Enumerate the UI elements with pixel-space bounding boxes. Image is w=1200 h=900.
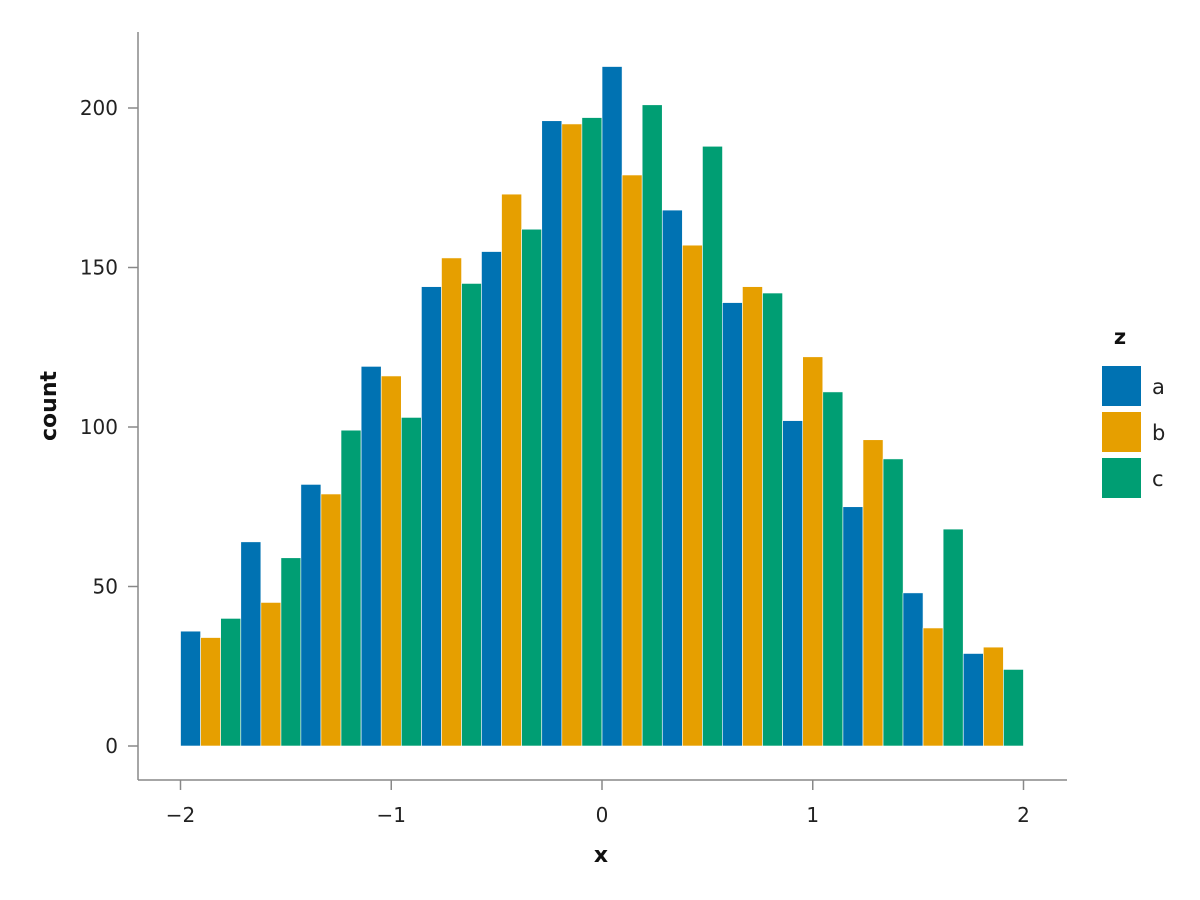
x-tick-label: 0 — [596, 803, 609, 827]
y-ticks-group: 0 50 100 150 200 — [80, 96, 138, 758]
legend-label-b: b — [1152, 421, 1165, 445]
bar-b-bin-10 — [802, 356, 824, 747]
bar-c-bin-8 — [702, 145, 723, 747]
bar-b-bin-7 — [621, 174, 643, 747]
bar-c-bin-2 — [340, 429, 362, 747]
bar-c-bin-1 — [280, 557, 302, 747]
x-tick-label: −1 — [377, 803, 406, 827]
bar-c-bin-9 — [762, 292, 783, 747]
legend-label-a: a — [1152, 375, 1165, 399]
y-tick-label: 0 — [105, 734, 118, 758]
bar-a-bin-13 — [962, 653, 984, 747]
x-axis-title: x — [594, 843, 608, 868]
bar-b-bin-5 — [501, 193, 522, 747]
bar-c-bin-11 — [882, 458, 904, 747]
bar-c-bin-10 — [822, 391, 844, 747]
bar-c-bin-5 — [521, 228, 542, 747]
bar-b-bin-2 — [320, 493, 342, 747]
bar-c-bin-7 — [641, 104, 663, 747]
bars-group — [180, 66, 1024, 747]
bar-a-bin-8 — [662, 209, 683, 747]
bar-b-bin-13 — [983, 646, 1004, 747]
x-ticks-group: −2 −1 0 1 2 — [166, 780, 1030, 827]
x-tick-label: 1 — [806, 803, 819, 827]
bar-a-bin-11 — [842, 506, 864, 747]
legend-swatch-b — [1102, 412, 1141, 452]
x-tick-label: −2 — [166, 803, 195, 827]
y-tick-label: 100 — [80, 415, 118, 439]
bar-a-bin-10 — [782, 420, 804, 747]
bar-b-bin-1 — [260, 602, 282, 747]
x-tick-label: 2 — [1017, 803, 1030, 827]
bar-a-bin-3 — [360, 366, 382, 747]
legend-label-c: c — [1152, 467, 1164, 491]
bar-a-bin-0 — [180, 630, 201, 747]
y-axis-title: count — [37, 371, 62, 441]
bar-a-bin-1 — [240, 541, 262, 747]
bar-a-bin-7 — [601, 66, 623, 747]
bar-a-bin-6 — [541, 120, 563, 747]
bar-a-bin-9 — [722, 302, 743, 747]
bar-b-bin-4 — [441, 257, 462, 747]
bar-a-bin-12 — [902, 592, 924, 747]
legend-swatch-a — [1102, 366, 1141, 406]
legend-swatch-c — [1102, 458, 1141, 498]
bar-c-bin-13 — [1003, 669, 1024, 747]
bar-c-bin-3 — [400, 417, 422, 747]
legend-title: z — [1114, 325, 1126, 349]
y-tick-label: 200 — [80, 96, 118, 120]
bar-a-bin-4 — [421, 286, 442, 747]
bar-a-bin-2 — [300, 484, 322, 747]
bar-c-bin-12 — [942, 528, 964, 747]
y-tick-label: 150 — [80, 256, 118, 280]
bar-b-bin-6 — [561, 123, 583, 747]
bar-a-bin-5 — [481, 251, 502, 747]
bar-c-bin-0 — [220, 618, 242, 747]
bar-c-bin-4 — [461, 283, 482, 747]
bar-c-bin-6 — [581, 117, 603, 747]
y-tick-label: 50 — [93, 575, 118, 599]
bar-b-bin-8 — [682, 244, 703, 747]
bar-b-bin-3 — [380, 375, 402, 747]
bar-b-bin-9 — [742, 286, 763, 747]
bar-b-bin-11 — [862, 439, 884, 747]
bar-b-bin-0 — [200, 637, 221, 747]
legend: z abc — [1102, 325, 1165, 498]
bar-b-bin-12 — [922, 627, 944, 747]
